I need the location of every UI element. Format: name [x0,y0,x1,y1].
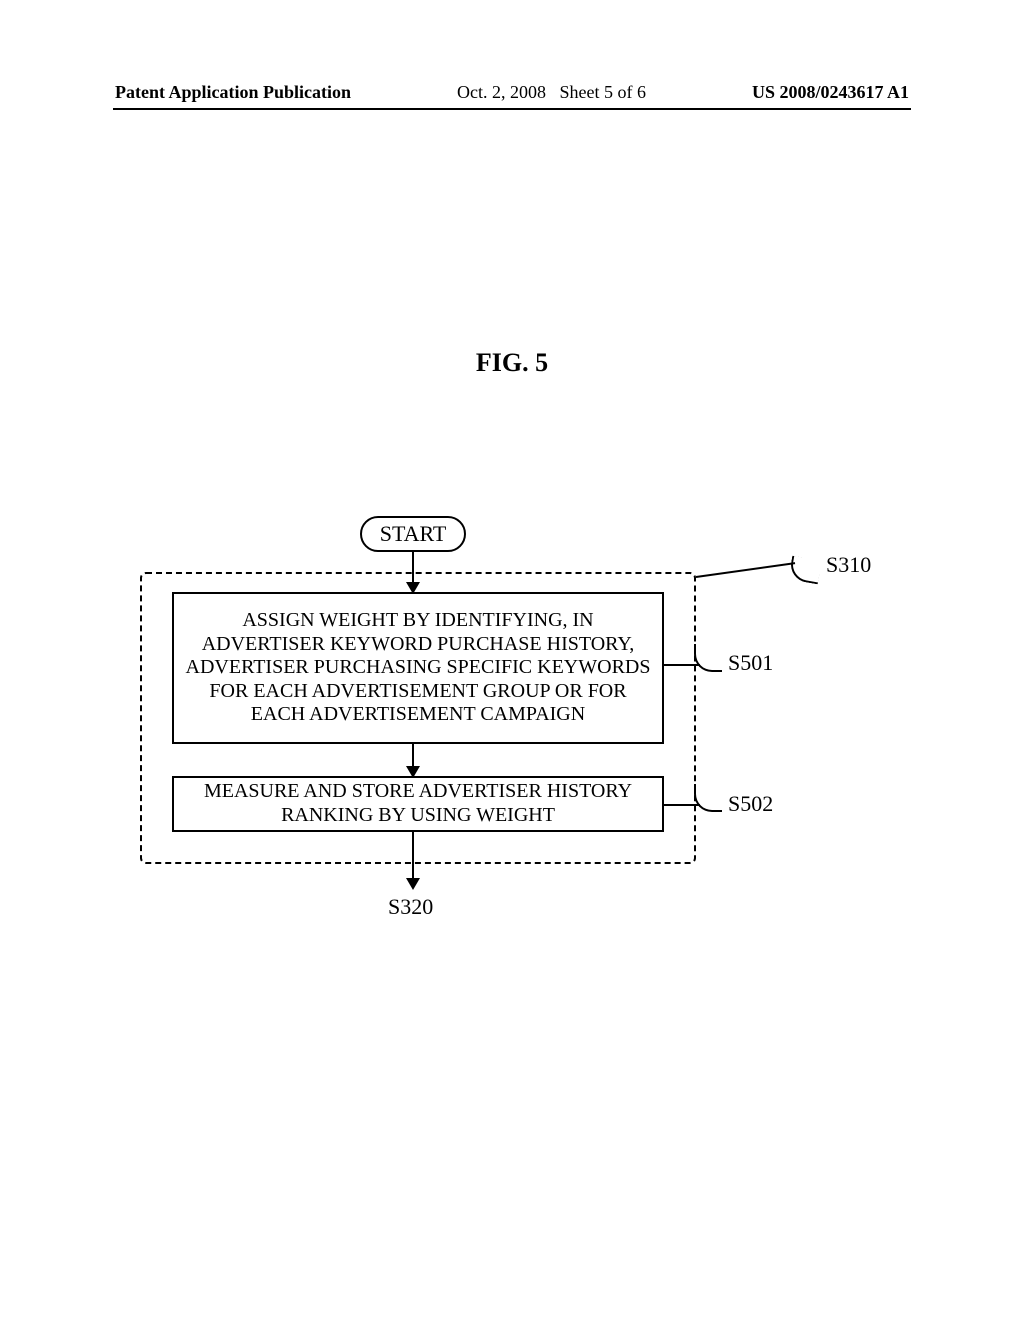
header-sheet: Sheet 5 of 6 [560,82,646,102]
header-divider [113,108,911,110]
process-box-s502-text: MEASURE AND STORE ADVERTISER HISTORY RAN… [184,780,652,827]
leader-curve-s502 [694,784,722,812]
arrowhead-icon [406,878,420,890]
label-s501: S501 [728,650,773,676]
leader-curve-s501 [694,644,722,672]
header-date: Oct. 2, 2008 [457,82,546,102]
page: Patent Application Publication Oct. 2, 2… [0,0,1024,1320]
header-date-sheet: Oct. 2, 2008 Sheet 5 of 6 [457,82,646,103]
page-header: Patent Application Publication Oct. 2, 2… [0,82,1024,103]
header-publication-type: Patent Application Publication [115,82,351,103]
figure-title: FIG. 5 [0,348,1024,378]
process-box-s501-text: ASSIGN WEIGHT BY IDENTIFYING, IN ADVERTI… [184,609,652,727]
header-pub-number: US 2008/0243617 A1 [752,82,909,103]
leader-curve-s310 [788,556,822,585]
label-s502: S502 [728,791,773,817]
label-s320: S320 [388,894,433,920]
process-box-s502: MEASURE AND STORE ADVERTISER HISTORY RAN… [172,776,664,832]
leader-line-s310 [696,562,795,578]
process-box-s501: ASSIGN WEIGHT BY IDENTIFYING, IN ADVERTI… [172,592,664,744]
label-s310: S310 [826,552,871,578]
start-terminator: START [360,516,466,552]
